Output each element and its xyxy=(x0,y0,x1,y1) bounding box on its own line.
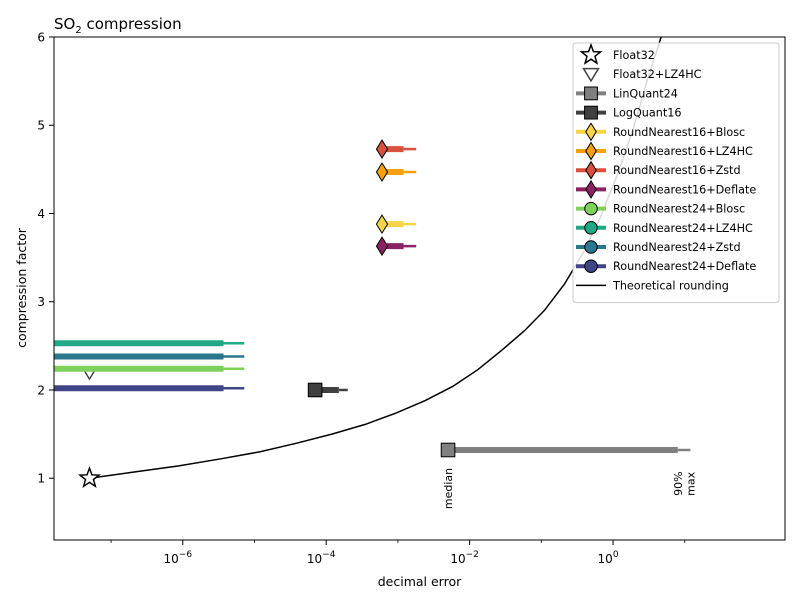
annotation-90: 90% xyxy=(672,471,685,495)
chart-title-subscript: 2 xyxy=(75,25,81,36)
legend-marker xyxy=(584,221,598,235)
legend-label: RoundNearest24+Blosc xyxy=(613,203,745,216)
legend-marker xyxy=(582,67,600,83)
x-tick-label: 10−4 xyxy=(307,550,336,566)
chart-title-main: SO xyxy=(54,15,75,33)
series-roundnearest16-blosc xyxy=(375,214,417,235)
x-tick-label: 10−6 xyxy=(164,550,193,566)
legend-label: LogQuant16 xyxy=(613,107,681,120)
legend-marker xyxy=(584,259,598,273)
x-tick-exponent: −4 xyxy=(322,550,336,560)
x-tick-base: 10 xyxy=(307,552,322,566)
series-roundnearest16-deflate xyxy=(375,236,417,257)
legend-label: LinQuant24 xyxy=(613,87,678,100)
legend-label: RoundNearest16+Zstd xyxy=(613,164,741,177)
data-point xyxy=(375,162,389,182)
y-tick-label: 4 xyxy=(37,207,45,221)
x-axis: 10−6 10−4 10−2 100 xyxy=(110,540,686,566)
legend-label: RoundNearest16+Deflate xyxy=(613,183,756,196)
legend: Float32 Float32+LZ4HC LinQuant24 LogQuant16… xyxy=(572,42,780,304)
y-axis: 1 2 3 4 5 6 xyxy=(37,31,54,486)
legend-marker xyxy=(585,179,597,199)
legend-marker xyxy=(585,160,597,180)
legend-item: RoundNearest24+Blosc xyxy=(576,201,745,216)
y-axis-label: compression factor xyxy=(14,227,29,348)
legend-label: Float32+LZ4HC xyxy=(613,68,702,81)
legend-item: LinQuant24 xyxy=(576,86,678,101)
legend-marker xyxy=(579,42,603,65)
legend-item: RoundNearest16+Deflate xyxy=(576,179,756,199)
data-point xyxy=(375,214,389,235)
legend-label: RoundNearest24+Deflate xyxy=(613,260,756,273)
legend-item: RoundNearest24+Deflate xyxy=(576,259,756,273)
series-float32 xyxy=(77,466,102,489)
x-tick-exponent: 0 xyxy=(613,550,619,560)
series-linquant24 xyxy=(440,442,691,458)
x-axis-label: decimal error xyxy=(378,574,462,589)
x-tick-base: 10 xyxy=(598,552,613,566)
legend-label: Theoretical rounding xyxy=(612,279,729,292)
annotation-max: max xyxy=(684,471,697,495)
x-tick-exponent: −2 xyxy=(466,550,479,560)
legend-item: RoundNearest16+Blosc xyxy=(576,122,745,142)
data-point xyxy=(77,466,102,489)
chart-title: SO2 compression xyxy=(54,15,182,36)
legend-label: RoundNearest16+LZ4HC xyxy=(613,145,753,158)
legend-item: RoundNearest16+Zstd xyxy=(576,160,741,180)
y-tick-label: 6 xyxy=(37,31,45,45)
series-logquant16 xyxy=(307,382,348,398)
y-tick-label: 5 xyxy=(37,119,45,133)
legend-item: RoundNearest24+LZ4HC xyxy=(576,221,753,235)
legend-box xyxy=(572,42,780,304)
series-roundnearest16-zstd xyxy=(375,139,417,160)
legend-item: Theoretical rounding xyxy=(576,279,729,292)
legend-marker xyxy=(584,201,598,216)
y-tick-label: 2 xyxy=(37,383,45,397)
series-roundnearest16-lz4hc xyxy=(375,162,417,182)
chart-title-rest: compression xyxy=(82,15,182,33)
legend-label: Float32 xyxy=(613,49,655,62)
y-tick-label: 3 xyxy=(37,295,45,309)
annotation-median: median xyxy=(442,468,455,509)
legend-label: RoundNearest24+LZ4HC xyxy=(613,222,753,235)
data-point xyxy=(375,236,389,257)
legend-marker xyxy=(584,240,598,254)
legend-marker xyxy=(585,122,597,142)
x-tick-base: 10 xyxy=(164,552,179,566)
data-point xyxy=(375,139,389,160)
legend-item: LogQuant16 xyxy=(576,105,681,120)
data-point xyxy=(440,442,456,458)
legend-marker xyxy=(584,86,598,101)
x-tick-label: 100 xyxy=(598,550,619,566)
legend-item: RoundNearest24+Zstd xyxy=(576,240,741,254)
legend-marker xyxy=(585,141,597,161)
legend-label: RoundNearest16+Blosc xyxy=(613,126,745,139)
legend-item: RoundNearest16+LZ4HC xyxy=(576,141,753,161)
legend-label: RoundNearest24+Zstd xyxy=(613,241,741,254)
data-point xyxy=(307,382,323,398)
plot-frame xyxy=(53,36,786,541)
x-tick-label: 10−2 xyxy=(450,550,479,566)
x-tick-exponent: −6 xyxy=(179,550,193,560)
legend-item: Float32 xyxy=(579,42,655,65)
legend-item: Float32+LZ4HC xyxy=(582,67,702,83)
x-tick-base: 10 xyxy=(450,552,465,566)
legend-marker xyxy=(584,105,598,120)
y-tick-label: 1 xyxy=(37,472,45,486)
